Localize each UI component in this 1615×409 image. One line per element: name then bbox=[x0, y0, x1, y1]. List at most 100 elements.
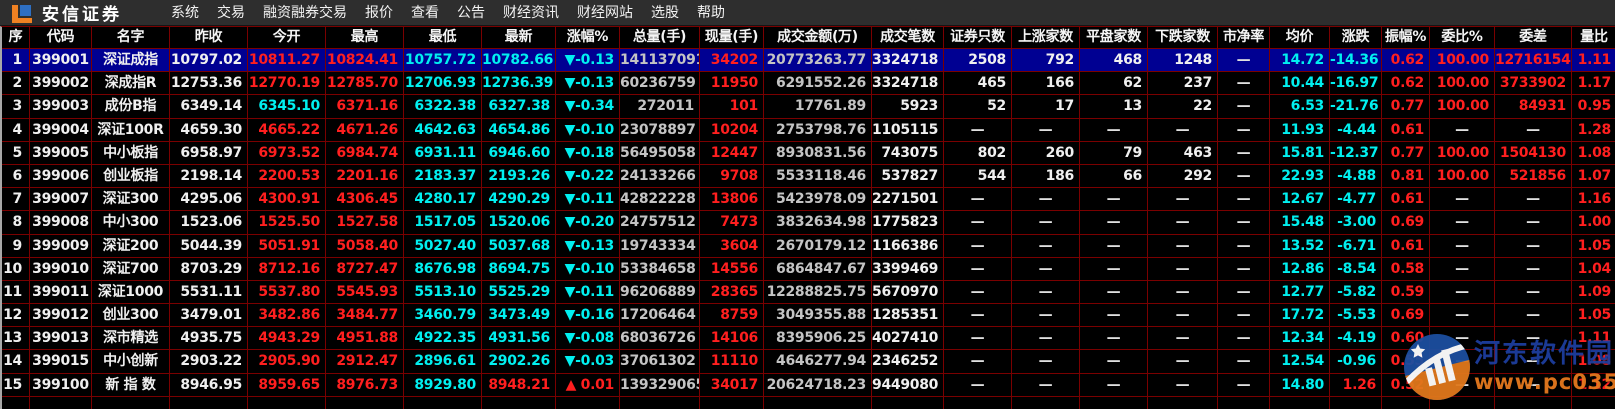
column-header[interactable]: 昨收 bbox=[170, 27, 248, 48]
table-cell: 3473.49 bbox=[482, 304, 556, 327]
table-cell: — bbox=[1430, 373, 1495, 396]
table-cell bbox=[30, 396, 92, 409]
column-header[interactable]: 涨跌 bbox=[1330, 27, 1382, 48]
table-cell: — bbox=[1218, 211, 1270, 234]
table-cell: 3733902 bbox=[1495, 72, 1572, 95]
table-cell: ▼-0.11 bbox=[556, 280, 620, 304]
column-header[interactable]: 上涨家数 bbox=[1012, 27, 1080, 48]
table-row[interactable]: 4 399004 深证100R 4659.30 4665.22 4671.26 4642.6… bbox=[2, 118, 1615, 142]
column-header[interactable]: 下跌家数 bbox=[1148, 27, 1218, 48]
table-cell: 10 bbox=[2, 257, 30, 280]
table-cell: 1517.05 bbox=[404, 211, 482, 234]
table-cell: 6 bbox=[2, 164, 30, 188]
column-header[interactable]: 序 bbox=[2, 27, 30, 48]
column-header[interactable]: 最新 bbox=[482, 27, 556, 48]
table-row[interactable]: 7 399007 深证300 4295.06 4300.91 4306.45 4280.17… bbox=[2, 188, 1615, 212]
column-header[interactable]: 均价 bbox=[1270, 27, 1330, 48]
column-header[interactable]: 成交笔数 bbox=[872, 27, 944, 48]
table-cell: -16.97 bbox=[1330, 72, 1382, 95]
column-header[interactable]: 成交金额(万) bbox=[764, 27, 872, 48]
menu-bar: 安信证券 系统 交易 融资融券交易 报价 查看 公告 财经资讯 财经网站 选股 帮助 bbox=[0, 0, 1615, 26]
table-cell: 8959.65 bbox=[248, 373, 326, 396]
table-cell: — bbox=[1218, 350, 1270, 373]
table-cell bbox=[556, 396, 620, 409]
menu-item[interactable]: 帮助 bbox=[697, 4, 725, 21]
table-cell: 4295.06 bbox=[170, 188, 248, 211]
table-cell: -4.88 bbox=[1330, 164, 1382, 188]
menu-item[interactable]: 选股 bbox=[651, 4, 679, 21]
column-header[interactable]: 量比 bbox=[1572, 27, 1615, 48]
table-cell: 6973.52 bbox=[248, 141, 326, 164]
table-row[interactable]: 13 399013 深市精选 4935.75 4943.29 4951.88 4922.35… bbox=[2, 327, 1615, 351]
column-header[interactable]: 现量(手) bbox=[700, 27, 764, 48]
table-row[interactable]: 9 399009 深证200 5044.39 5051.91 5058.40 5027.40… bbox=[2, 234, 1615, 258]
column-header[interactable]: 总量(手) bbox=[620, 27, 700, 48]
table-row[interactable]: 15 399100 新 指 数 8946.95 8959.65 8976.73 8929.8… bbox=[2, 373, 1615, 397]
table-cell: 22 bbox=[1148, 95, 1218, 118]
menu-item[interactable]: 交易 bbox=[217, 4, 245, 21]
table-row[interactable]: 1 399001 深证成指 10797.02 10811.27 10824.41 10757… bbox=[2, 49, 1615, 73]
column-header[interactable]: 今开 bbox=[248, 27, 326, 48]
table-row[interactable]: 10 399010 深证700 8703.29 8712.16 8727.47 8676.9… bbox=[2, 257, 1615, 281]
table-row[interactable]: 3 399003 成份B指 6349.14 6345.10 6371.16 6322.38 6… bbox=[2, 95, 1615, 119]
table-cell: 5525.29 bbox=[482, 280, 556, 304]
column-header[interactable]: 代码 bbox=[30, 27, 92, 48]
column-header[interactable]: 涨幅% bbox=[556, 27, 620, 48]
column-header[interactable]: 平盘家数 bbox=[1080, 27, 1148, 48]
table-cell: 1.08 bbox=[1572, 142, 1615, 164]
table-cell: — bbox=[1495, 188, 1572, 211]
column-header[interactable]: 振幅% bbox=[1382, 27, 1430, 48]
table-cell: 1 bbox=[2, 49, 30, 72]
table-cell: 2912.47 bbox=[326, 350, 404, 373]
table-cell: — bbox=[944, 257, 1012, 280]
column-header[interactable]: 最低 bbox=[404, 27, 482, 48]
menu-item[interactable]: 查看 bbox=[411, 4, 439, 21]
table-cell: ▼-0.08 bbox=[556, 327, 620, 350]
quote-grid: 序代码 名字 昨收 今开 最高 最低 最新 涨幅% 总量(手) 现量(手) 成交金额(万) 成交笔数证… bbox=[0, 26, 1615, 409]
table-cell: — bbox=[1495, 373, 1572, 396]
table-cell: 6349.14 bbox=[170, 95, 248, 118]
table-cell: -21.76 bbox=[1330, 95, 1382, 118]
table-cell: 743075 bbox=[872, 141, 944, 164]
table-cell: 10782.66 bbox=[482, 49, 556, 72]
menu-item[interactable]: 公告 bbox=[457, 4, 485, 21]
table-cell: 28365 bbox=[700, 280, 764, 304]
table-cell bbox=[326, 396, 404, 409]
table-cell: 13.52 bbox=[1270, 234, 1330, 257]
table-row[interactable]: 12 399012 创业300 3479.01 3482.86 3484.77 3460.7… bbox=[2, 304, 1615, 328]
column-header[interactable]: 市净率 bbox=[1218, 27, 1270, 48]
table-cell: 4659.30 bbox=[170, 118, 248, 141]
menu-item[interactable]: 报价 bbox=[365, 4, 393, 21]
table-cell: 0.81 bbox=[1382, 164, 1430, 188]
table-row[interactable]: 6 399006 创业板指 2198.14 2200.53 2201.16 2183.37 2… bbox=[2, 164, 1615, 189]
table-cell: — bbox=[1148, 304, 1218, 327]
table-cell: 1.00 bbox=[1572, 211, 1615, 233]
menu-item[interactable]: 财经网站 bbox=[577, 4, 633, 21]
table-cell: 5531.11 bbox=[170, 280, 248, 304]
table-cell: 8676.98 bbox=[404, 257, 482, 280]
table-cell: 68036726 bbox=[620, 327, 700, 350]
table-cell: — bbox=[1495, 257, 1572, 280]
column-header[interactable]: 最高 bbox=[326, 27, 404, 48]
table-cell: 成份B指 bbox=[92, 95, 170, 118]
column-header[interactable]: 名字 bbox=[92, 27, 170, 48]
table-cell: ▼-0.13 bbox=[556, 49, 620, 72]
table-row[interactable]: 8 399008 中小300 1523.06 1525.50 1527.58 1517.05… bbox=[2, 211, 1615, 235]
column-header[interactable]: 委比% bbox=[1430, 27, 1495, 48]
table-cell: 2183.37 bbox=[404, 164, 482, 188]
table-row[interactable]: 2 399002 深成指R 12753.36 12770.19 12785.70 12706… bbox=[2, 72, 1615, 96]
menu-item[interactable]: 财经资讯 bbox=[503, 4, 559, 21]
menu-item[interactable]: 系统 bbox=[171, 4, 199, 21]
table-row[interactable]: 5 399005 中小板指 6958.97 6973.52 6984.74 6931.11 6… bbox=[2, 141, 1615, 165]
table-cell: -3.00 bbox=[1330, 211, 1382, 234]
table-row[interactable]: 14 399015 中小创新 2903.22 2905.90 2912.47 2896.61… bbox=[2, 350, 1615, 374]
table-row[interactable]: 11 399011 深证1000 5531.11 5537.80 5545.93 5513.… bbox=[2, 280, 1615, 305]
table-cell: 4280.17 bbox=[404, 188, 482, 211]
table-cell: 8759 bbox=[700, 304, 764, 327]
table-cell: 3324718 bbox=[872, 49, 944, 72]
column-header[interactable]: 证券只数 bbox=[944, 27, 1012, 48]
column-header[interactable]: 委差 bbox=[1495, 27, 1572, 48]
menu-item[interactable]: 融资融券交易 bbox=[263, 4, 347, 21]
table-cell: 1504130 bbox=[1495, 141, 1572, 164]
table-cell: 8930831.56 bbox=[764, 141, 872, 164]
